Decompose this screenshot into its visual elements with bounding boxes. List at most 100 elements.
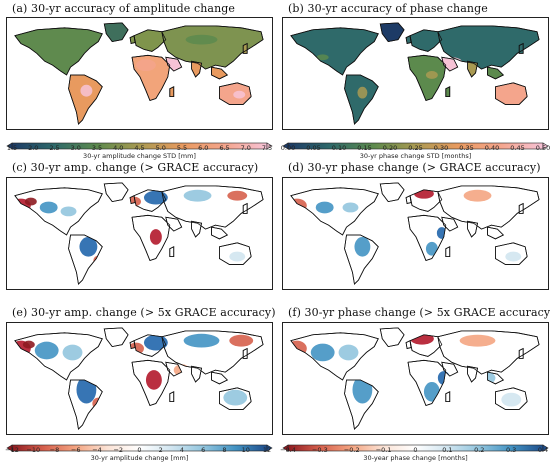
colorbar-tick-label: 4 [179,446,185,454]
colorbar-tick-label: −12 [5,446,19,454]
colorbar-f: −0.4 −0.3 −0.2 −0.1 0 0.1 0.2 0.3 0.4 30-year pha… [280,437,549,465]
change-patch-8 [145,370,162,390]
continent-north-america [290,27,379,76]
accuracy-patch-2 [233,90,246,99]
colorbar-gradient [6,142,273,150]
change-patch-10 [223,389,248,406]
colorbar-tick-label: 5.5 [176,144,188,152]
colorbar-tick-label: 3.0 [70,144,81,152]
colorbar-tick-label: −0.4 [280,446,296,454]
colorbar-tick-label: 0.2 [474,446,485,454]
panel-b-title: (b) 30-yr accuracy of phase change [288,2,488,15]
map-panel-f [282,322,549,435]
change-patch-2 [62,344,83,361]
colorbar-b: 0.00 0.05 0.10 0.15 0.20 0.25 0.30 0.35 0.40 0.45… [280,135,550,160]
colorbar-tick-label: 0.3 [505,446,517,454]
change-patch-2 [342,202,359,213]
colorbar-tick-label: −0.2 [343,446,360,454]
change-patch-5 [425,241,438,256]
colorbar-gradient [6,444,273,452]
colorbar-tick-label: 0.1 [442,446,453,454]
map-panel-e [6,322,273,435]
colorbar-tick-label: 7.0 [240,144,251,152]
change-patch-5 [143,190,168,205]
colorbar-tick-label: 0.20 [382,144,398,152]
colorbar-label: 30-yr phase change STD [months] [359,152,472,160]
accuracy-patch-1 [425,71,438,79]
change-patch-1 [315,201,334,214]
colorbar-tick-label: −2 [113,446,124,454]
change-patch-10 [24,197,37,206]
colorbar-tick-label: 3.5 [91,144,103,152]
colorbar-tick-label: −0.3 [311,446,328,454]
change-patch-6 [437,371,450,385]
colorbar-tick-label: −10 [26,446,41,454]
colorbar-tick-label: 6.0 [198,144,209,152]
change-patch-6 [183,333,220,348]
change-patch-2 [60,206,77,217]
change-patch-9 [173,364,190,377]
colorbar-tick-label: 0.40 [484,144,500,152]
world-map-accuracy-phase [290,22,540,125]
change-patch-7 [459,334,496,347]
colorbar-tick-label: 0.00 [280,144,296,152]
colorbar-tick-label: 0.45 [510,144,525,152]
colorbar-tick-label: 2 [158,446,163,454]
change-patch-9 [505,251,522,262]
colorbar-tick-label: 2.0 [28,144,39,152]
colorbar-tick-label: 0.4 [537,446,549,454]
panel-d-title: (d) 30-yr phase change (> GRACE accuracy… [288,161,541,174]
continent-north-america [14,27,103,76]
colorbar-tick-label: 0.10 [331,144,347,152]
map-panel-c [6,177,273,290]
colorbar-label: 30-yr amplitude change [mm] [90,454,189,462]
colorbar-tick-label: 0.05 [306,144,321,152]
colorbar-label: 30-yr amplitude change STD [mm] [83,152,196,160]
colorbar-tick-label: 10 [241,446,250,454]
colorbar-tick-label: 1.5 [6,144,18,152]
change-patch-1 [310,343,335,362]
change-patch-7 [463,189,492,202]
colorbar-tick-label: 0 [413,446,418,454]
change-patch-10 [300,357,313,368]
change-patch-1 [34,341,59,360]
colorbar-gradient [282,444,549,452]
colorbar-label: 30-year phase change [months] [363,454,468,462]
accuracy-patch-1 [80,84,93,97]
world-map-change-amp-5x [14,327,264,430]
world-map-change-phase-5x [290,327,540,430]
change-patch-0 [290,198,307,213]
continent-north-america [290,332,379,381]
accuracy-patch-2 [357,86,368,99]
world-map-accuracy-amplitude [14,22,264,125]
continent-africa [407,54,447,102]
continent-europe [409,29,443,52]
colorbar-tick-label: 0.30 [433,144,449,152]
colorbar-tick-label: −4 [92,446,102,454]
continent-north-america [14,187,103,236]
change-patch-9 [501,392,522,407]
continent-south-america [344,74,379,125]
colorbar-tick-label: 8 [222,446,227,454]
continent-north-america [290,187,379,236]
colorbar-tick-label: 0.25 [408,144,423,152]
change-patch-2 [338,344,359,361]
change-patch-8 [149,229,162,245]
map-panel-a [6,17,273,130]
colorbar-tick-label: 0.50 [535,144,550,152]
accuracy-patch-3 [316,54,329,61]
change-patch-6 [183,189,212,202]
panel-a-title: (a) 30-yr accuracy of amplitude change [12,2,236,15]
accuracy-patch-0 [136,59,156,72]
world-map-change-amp-1x [14,182,264,285]
colorbar-tick-label: 2.5 [49,144,60,152]
colorbar-tick-label: 6.5 [219,144,230,152]
change-patch-4 [410,332,434,345]
accuracy-patch-3 [185,34,218,45]
colorbar-tick-label: 6 [201,446,206,454]
world-map-change-phase-1x [290,182,540,285]
panel-e-title: (e) 30-yr amp. change (> 5x GRACE accura… [12,306,276,319]
change-patch-11 [229,251,246,262]
change-patch-7 [229,334,254,347]
colorbar-tick-label: 0.35 [459,144,474,152]
